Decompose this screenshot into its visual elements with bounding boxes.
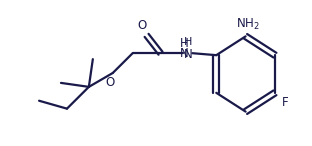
Text: F: F (281, 96, 288, 109)
Text: N: N (180, 47, 189, 60)
Text: H: H (180, 37, 189, 50)
Text: NH$_2$: NH$_2$ (236, 17, 260, 32)
Text: O: O (137, 19, 146, 32)
Text: H: H (184, 37, 193, 47)
Text: O: O (105, 76, 115, 89)
Text: N: N (184, 48, 193, 61)
